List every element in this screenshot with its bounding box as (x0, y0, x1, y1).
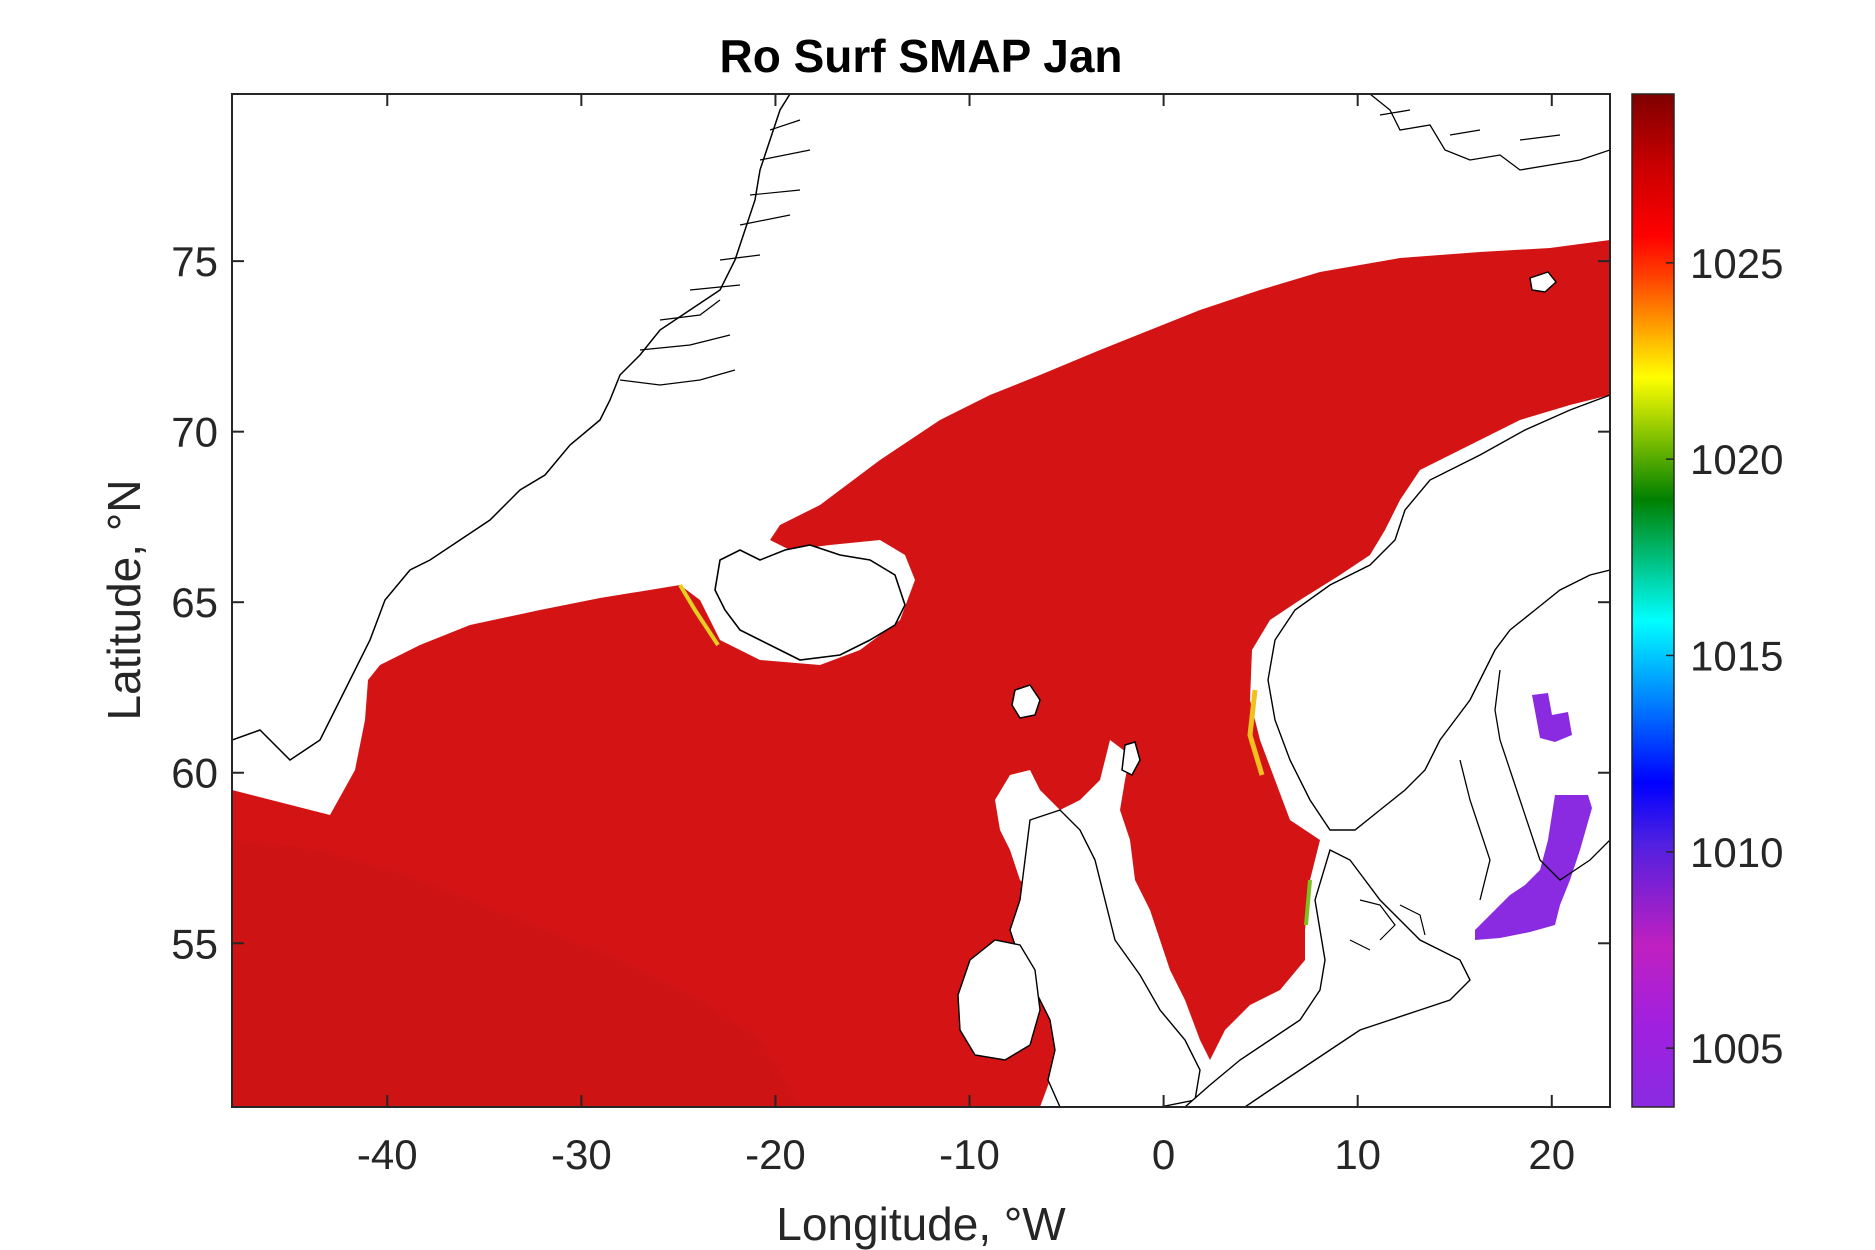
colorbar-ticks: 1005 1010 1015 1020 1025 (1666, 240, 1783, 1072)
x-tick-label: 10 (1334, 1131, 1381, 1178)
coastal-fringe-norway (1247, 689, 1265, 776)
denmark-islands (1349, 899, 1426, 951)
coastal-fringe-iceland (678, 583, 720, 647)
baltic-coast (1459, 669, 1610, 901)
colorbar-tick-label: 1010 (1690, 829, 1783, 876)
plot-frame (231, 93, 1611, 1108)
baltic-field-south (1475, 795, 1592, 940)
x-tick-label: -40 (357, 1131, 418, 1178)
coastal-fringe-east (1304, 879, 1312, 926)
map-field (232, 94, 1610, 1107)
atlantic-deep-tone (232, 840, 800, 1107)
ireland (957, 939, 1041, 1061)
x-tick-label: 0 (1152, 1131, 1175, 1178)
chart-title: Ro Surf SMAP Jan (720, 30, 1123, 82)
atlantic-field (232, 240, 1610, 1107)
greenland-fjords (619, 119, 811, 386)
y-axis-label: Latitude, °N (98, 480, 150, 721)
greenland-coastline (232, 94, 791, 761)
x-axis-label: Longitude, °W (776, 1198, 1066, 1250)
colorbar-tick-label: 1005 (1690, 1025, 1783, 1072)
iceland-coastline (714, 544, 906, 661)
y-axis: 55 60 65 70 75 (171, 238, 1610, 967)
shetland-islands (1121, 741, 1141, 776)
faroe-islands (1011, 684, 1041, 719)
y-tick-label: 65 (171, 579, 218, 626)
baltic-field (1532, 693, 1572, 742)
colorbar-tick-label: 1020 (1690, 436, 1783, 483)
colorbar (1631, 93, 1675, 1108)
continental-europe (1183, 849, 1471, 1107)
y-tick-label: 60 (171, 750, 218, 797)
x-tick-label: -30 (551, 1131, 612, 1178)
x-axis: -40 -30 -20 -10 0 10 20 (357, 94, 1575, 1178)
x-tick-label: 20 (1528, 1131, 1575, 1178)
y-tick-label: 70 (171, 409, 218, 456)
y-tick-label: 75 (171, 238, 218, 285)
colorbar-tick-label: 1015 (1690, 632, 1783, 679)
x-tick-label: -10 (939, 1131, 1000, 1178)
y-tick-label: 55 (171, 920, 218, 967)
x-tick-label: -20 (745, 1131, 806, 1178)
svalbard-coastline (1369, 94, 1610, 171)
colorbar-tick-label: 1025 (1690, 240, 1783, 287)
scandinavia (1267, 394, 1610, 831)
bear-island (1529, 271, 1557, 293)
